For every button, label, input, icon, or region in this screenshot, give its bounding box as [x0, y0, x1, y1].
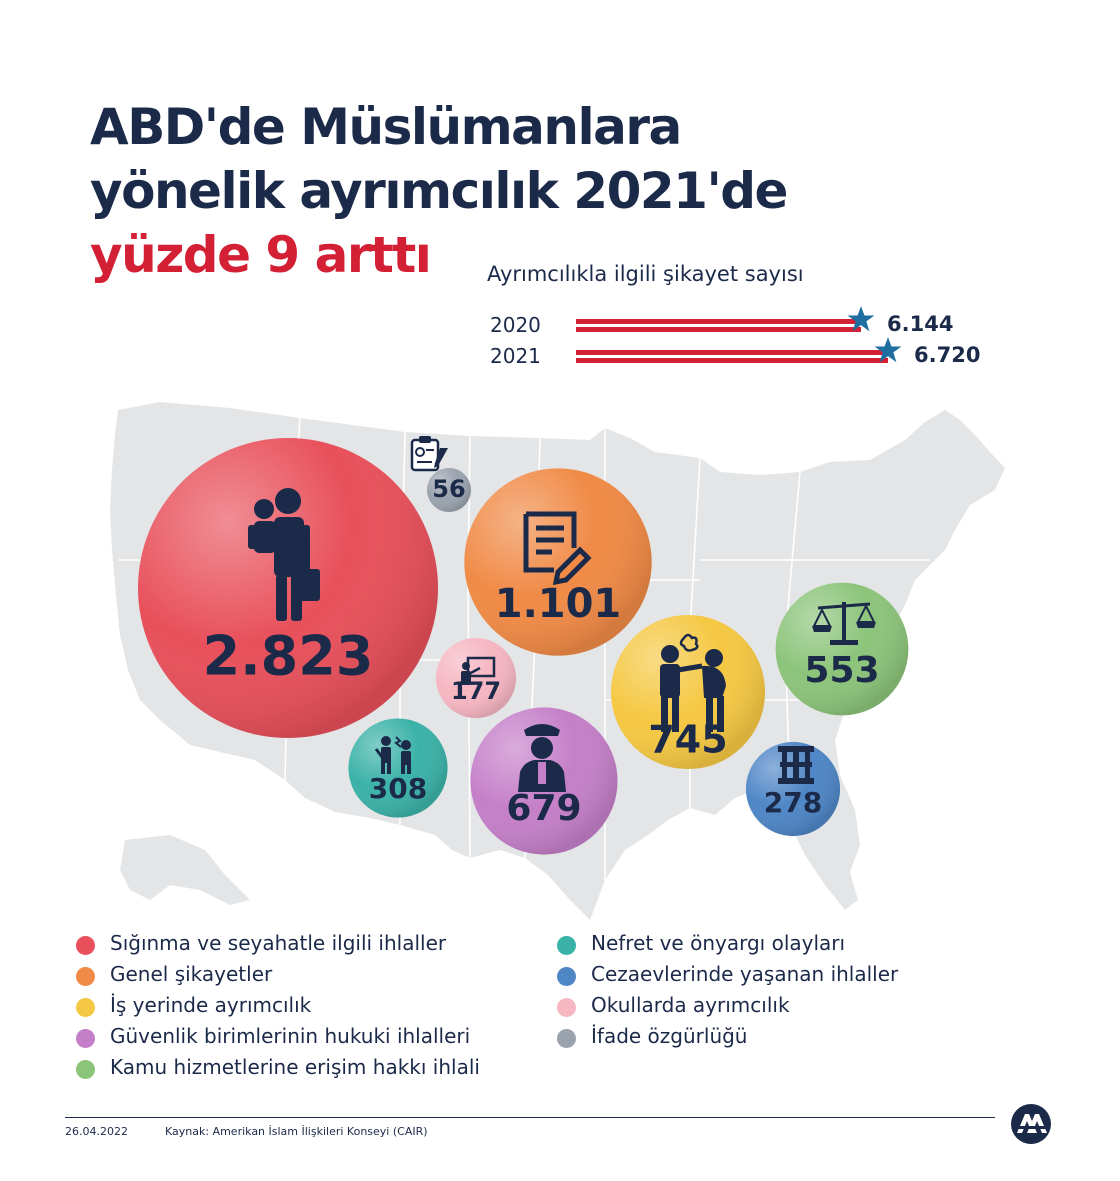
bar-value-label: 6.144: [887, 312, 954, 336]
alaska-shape: [120, 835, 250, 905]
bubble-value-label: 1.101: [495, 581, 622, 627]
bubble-value-label: 2.823: [203, 625, 374, 688]
legend-label: Genel şikayetler: [110, 962, 273, 986]
star-icon: [874, 337, 902, 363]
bar-year-label: 2020: [490, 313, 541, 337]
bubble-value-label: 177: [451, 677, 501, 705]
bubble-value-label: 308: [369, 772, 427, 805]
bar-2020: [576, 319, 861, 332]
bubble-scales-of-justice: [775, 582, 909, 716]
title-line-3: yüzde 9 arttı: [90, 226, 432, 284]
bubble-workplace-harassment: [610, 614, 766, 770]
bubble-teacher-board: [436, 638, 516, 718]
title-line-1: ABD'de Müslümanlara: [90, 98, 682, 156]
prison-icon: [778, 746, 814, 784]
footer-divider: [65, 1117, 995, 1118]
footer-source: Kaynak: Amerikan İslam İlişkileri Konsey…: [165, 1125, 428, 1138]
legend-color-dot: [76, 1060, 95, 1079]
bar-row-2020: 2020 6.144: [490, 306, 1010, 341]
legend-label: İş yerinde ayrımcılık: [110, 993, 312, 1017]
legend-label: Kamu hizmetlerine erişim hakkı ihlali: [110, 1055, 480, 1079]
footer-date: 26.04.2022: [65, 1125, 128, 1138]
bubble-value-label: 56: [432, 475, 465, 503]
bar-year-label: 2021: [490, 344, 541, 368]
bar-chart-title: Ayrımcılıkla ilgili şikayet sayısı: [487, 262, 804, 286]
legend-color-dot: [76, 1029, 95, 1048]
legend-label: Okullarda ayrımcılık: [591, 993, 790, 1017]
legend-color-dot: [76, 936, 95, 955]
legend-color-dot: [557, 1029, 576, 1048]
teacher-board-icon: [461, 656, 496, 685]
legend-label: Güvenlik birimlerinin hukuki ihlalleri: [110, 1024, 471, 1048]
bubble-traveler-with-child: [138, 438, 438, 738]
legend-color-dot: [557, 998, 576, 1017]
legend-label: İfade özgürlüğü: [591, 1024, 748, 1048]
workplace-harassment-icon: [660, 633, 726, 732]
legend-color-dot: [76, 967, 95, 986]
legend-label: Sığınma ve seyahatle ilgili ihlaller: [110, 931, 447, 955]
scales-of-justice-icon: [812, 602, 876, 645]
bubble-value-label: 278: [764, 786, 822, 819]
star-icon: [847, 306, 875, 332]
bubble-hate-incident: [348, 718, 448, 818]
clipboard-icon: [410, 436, 448, 472]
legend-label: Nefret ve önyargı olayları: [591, 931, 846, 955]
legend-color-dot: [557, 936, 576, 955]
bubble-value-label: 553: [804, 650, 879, 691]
police-officer-icon: [518, 724, 566, 792]
hate-incident-icon: [374, 736, 411, 774]
aa-logo-icon: [1011, 1104, 1051, 1144]
legend-label: Cezaevlerinde yaşanan ihlaller: [591, 962, 899, 986]
bar-2021: [576, 350, 888, 363]
bubble-value-label: 745: [648, 718, 727, 762]
title-line-2: yönelik ayrımcılık 2021'de: [90, 162, 788, 220]
document-edit-icon: [523, 511, 592, 586]
bubble-value-label: 679: [506, 788, 581, 829]
legend-color-dot: [76, 998, 95, 1017]
bubble-clipboard: [427, 468, 471, 512]
page-title: ABD'de Müslümanlara yönelik ayrımcılık 2…: [90, 95, 850, 287]
bar-value-label: 6.720: [914, 343, 981, 367]
traveler-with-child-icon: [248, 488, 320, 621]
bar-row-2021: 2021 6.720: [490, 337, 1010, 372]
bubble-prison: [745, 741, 841, 837]
legend-color-dot: [557, 967, 576, 986]
bubble-document-edit: [464, 468, 652, 656]
